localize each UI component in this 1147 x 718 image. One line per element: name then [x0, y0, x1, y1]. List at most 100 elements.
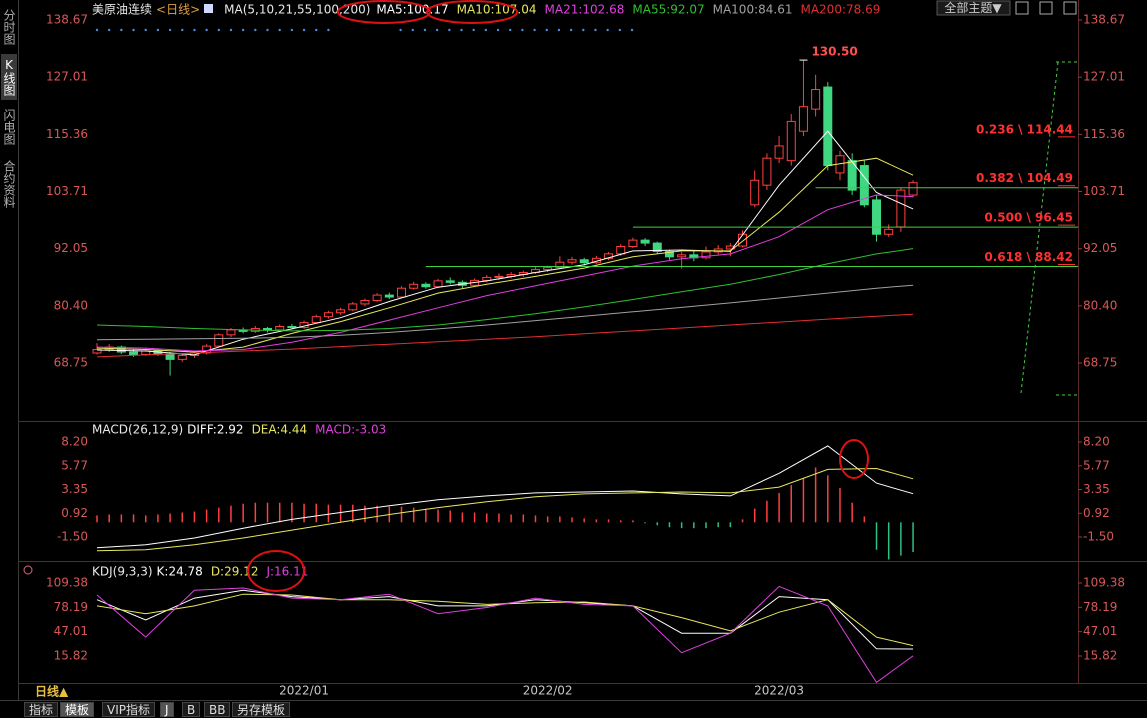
- candle-body: [872, 199, 882, 235]
- x-tick-label: 2022/01: [279, 684, 329, 698]
- theme-menu-box[interactable]: [936, 0, 1011, 16]
- candle-body: [823, 86, 833, 167]
- side-tab[interactable]: 闪电图: [2, 109, 16, 145]
- y-tick-label-right: 15.82: [1083, 648, 1117, 662]
- candle-body: [323, 312, 333, 318]
- fib-label: 0.382 \ 104.49: [976, 171, 1073, 185]
- marker-dot: [315, 28, 318, 32]
- toolbar-tab[interactable]: VIP指标: [102, 702, 155, 717]
- legend-entry: K:24.78: [157, 565, 203, 579]
- marker-dot: [618, 28, 622, 32]
- y-tick-label: 15.82: [54, 648, 88, 662]
- panel-icon[interactable]: [23, 565, 33, 575]
- window-button[interactable]: [1063, 1, 1077, 15]
- theme-menu[interactable]: 全部主题▼: [944, 0, 1002, 15]
- candle-body: [555, 261, 565, 269]
- marker-dot: [254, 28, 257, 32]
- high-label: 130.50: [811, 45, 857, 59]
- marker-dot: [582, 28, 585, 32]
- candle-body: [847, 160, 857, 191]
- candle-body: [433, 280, 443, 288]
- toolbar-tab[interactable]: 另存模板: [232, 702, 291, 717]
- candle-body: [567, 259, 577, 263]
- candle-body: [397, 287, 406, 298]
- period-label[interactable]: 日线▲: [35, 684, 69, 699]
- y-tick-label-right: 92.05: [1083, 241, 1117, 255]
- legend-entry: MACD:-3.03: [315, 423, 386, 437]
- y-tick-label-right: 127.01: [1083, 70, 1125, 84]
- y-tick-label: 0.92: [61, 506, 88, 520]
- toolbar-tab[interactable]: J: [160, 702, 174, 717]
- candle-body: [884, 228, 894, 235]
- candle-body: [640, 239, 650, 244]
- candle-body: [762, 157, 772, 186]
- candle-body: [287, 325, 297, 328]
- y-tick-label-right: 115.36: [1083, 127, 1125, 141]
- marker-dot: [95, 28, 99, 32]
- candle-body: [494, 275, 504, 278]
- marker-dot: [569, 28, 573, 32]
- candle-body: [786, 120, 796, 162]
- y-tick-label: 103.71: [46, 184, 88, 198]
- candle-body: [214, 334, 224, 347]
- marker-dot: [107, 28, 111, 32]
- candle-body: [445, 280, 455, 283]
- candle-body: [263, 327, 273, 331]
- y-tick-label: -1.50: [57, 529, 88, 543]
- highlight-ellipse: [426, 0, 518, 24]
- indicator-icon[interactable]: [204, 4, 213, 13]
- toolbar-tab[interactable]: 模板: [60, 702, 95, 717]
- window-button[interactable]: [1015, 1, 1029, 15]
- window-button[interactable]: [1039, 1, 1053, 15]
- indicator-line: [96, 445, 914, 549]
- marker-dot: [411, 28, 414, 32]
- panel-title: 美原油连续: [92, 2, 152, 17]
- y-tick-label: 8.20: [61, 435, 88, 449]
- candle-body: [616, 246, 626, 255]
- y-tick-label: 5.77: [61, 458, 88, 472]
- toolbar-tab[interactable]: B: [182, 702, 201, 717]
- candle-body: [701, 251, 711, 259]
- legend-entry: J:16.11: [265, 565, 308, 579]
- fib-label: 0.236 \ 114.44: [976, 122, 1073, 136]
- y-tick-label: 115.36: [46, 127, 88, 141]
- marker-dot: [168, 28, 172, 32]
- indicator-line: [96, 593, 914, 647]
- candle-body: [348, 303, 358, 311]
- side-tab[interactable]: 合约资料: [2, 160, 16, 208]
- marker-dot: [545, 28, 548, 32]
- marker-dot: [399, 28, 402, 32]
- candle-body: [774, 145, 784, 159]
- side-tab[interactable]: 分时图: [2, 9, 16, 45]
- marker-dot: [144, 28, 147, 32]
- marker-dot: [290, 28, 294, 32]
- toolbar-tab[interactable]: 指标: [24, 702, 59, 717]
- candle-body: [275, 325, 285, 331]
- y-tick-label-right: 78.19: [1083, 600, 1117, 614]
- candle-body: [116, 346, 126, 353]
- panel-title: KDJ(9,3,3): [92, 565, 153, 579]
- highlight-ellipse: [247, 550, 305, 592]
- y-tick-label-right: 3.35: [1083, 482, 1110, 496]
- candle-body: [738, 233, 748, 247]
- toolbar-tab[interactable]: BB: [204, 702, 231, 717]
- x-tick-label: 2022/02: [523, 684, 573, 698]
- marker-dot: [533, 28, 536, 32]
- indicator-line: [96, 157, 914, 353]
- candle-body: [129, 351, 139, 355]
- y-tick-label-right: 68.75: [1083, 356, 1117, 370]
- marker-dot: [521, 28, 524, 32]
- candle-body: [482, 276, 492, 281]
- marker-dot: [266, 28, 269, 32]
- candle-body: [372, 294, 382, 301]
- y-tick-label-right: 103.71: [1083, 184, 1125, 198]
- y-tick-label: 109.38: [46, 575, 88, 589]
- side-tab[interactable]: K线图: [1, 54, 17, 100]
- candle-body: [165, 353, 175, 360]
- candle-body: [311, 316, 321, 324]
- candle-body: [226, 329, 236, 336]
- candle-body: [628, 239, 638, 248]
